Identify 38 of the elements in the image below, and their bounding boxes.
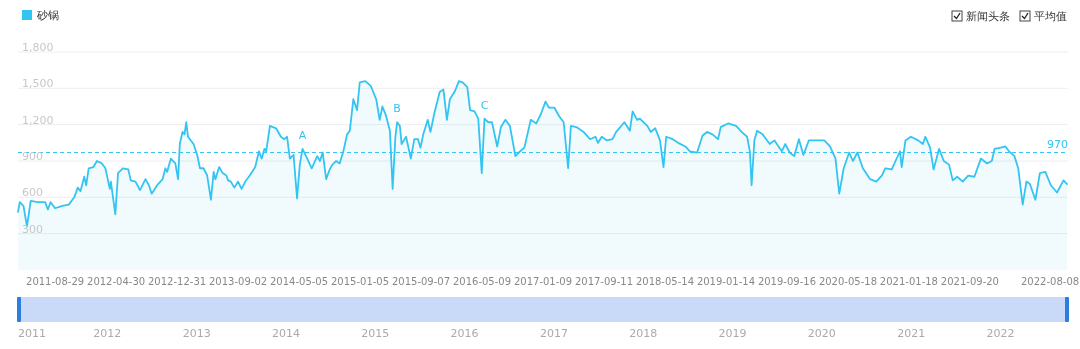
text: 新闻头条 (966, 10, 1010, 23)
x2-tick-label: 2013 (182, 327, 211, 340)
x-tick-label: 2021-09-20 (940, 276, 999, 287)
x-tick-label: 2021-01-18 (879, 276, 938, 287)
x-tick-label: 2018-05-14 (635, 276, 695, 287)
text: 平均值 (1034, 10, 1067, 23)
x2-tick-label: 2015 (361, 327, 390, 340)
x-tick-label: 2011-08-29 (26, 276, 85, 287)
annotation: C (480, 98, 489, 112)
x2-tick-label: 2019 (718, 327, 747, 340)
x-tick-label: 2012-12-31 (148, 276, 207, 287)
annotation: B (393, 102, 401, 116)
x-tick-label: 2017-09-11 (574, 276, 634, 287)
x2-tick-label: 2016 (450, 327, 479, 340)
y-tick-label: 900 (22, 150, 43, 163)
x-tick-label: 2015-09-07 (391, 276, 451, 287)
x-tick-label: 2014-05-05 (269, 276, 329, 287)
x-tick-label: 2012-04-30 (87, 276, 146, 287)
annotation: A (298, 128, 307, 142)
x2-tick-label: 2020 (807, 327, 836, 340)
x2-tick-label: 2011 (18, 327, 46, 340)
y-tick-label: 300 (22, 222, 43, 236)
x2-tick-label: 2022 (986, 327, 1015, 340)
x-tick-label: 2013-09-02 (208, 276, 268, 287)
ref-line-label: 970 (1047, 137, 1068, 151)
x-tick-label: 2019-01-14 (696, 276, 756, 287)
x2-tick-label: 2017 (540, 327, 568, 340)
legend-label: 砂锅 (36, 9, 59, 22)
x2-tick-label: 2012 (93, 327, 122, 340)
x-tick-label: 2019-09-16 (757, 276, 817, 287)
x-tick-label: 2016-05-09 (452, 276, 512, 287)
x-tick-label: 2015-01-05 (330, 276, 390, 287)
x2-tick-label: 2014 (272, 327, 300, 340)
x-tick-label: 2017-01-09 (513, 276, 573, 287)
x-tick-label: 2020-05-18 (818, 276, 878, 287)
x2-tick-label: 2018 (629, 327, 658, 340)
x-tick-label: 2022-08-08 (1021, 276, 1080, 287)
x2-tick-label: 2021 (897, 327, 926, 340)
